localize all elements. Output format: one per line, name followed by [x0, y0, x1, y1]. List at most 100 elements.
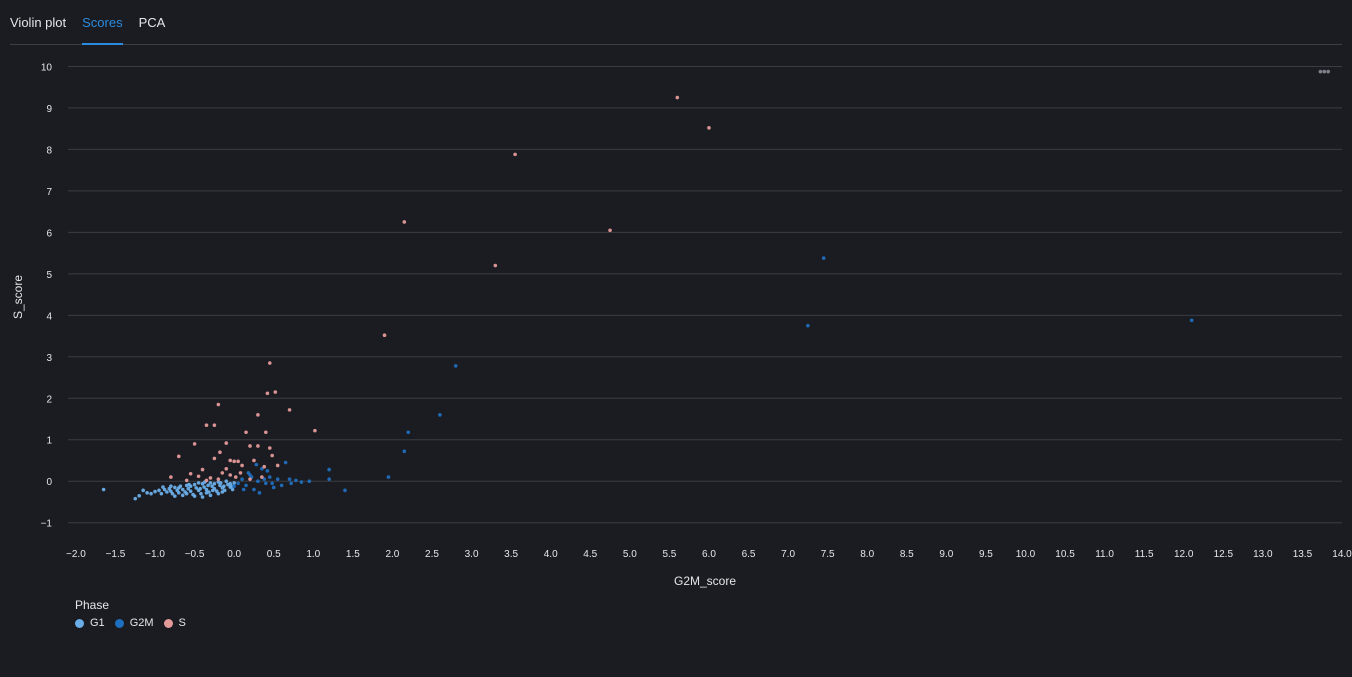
x-tick-label: 0.5 — [267, 549, 281, 560]
legend-item-g1[interactable]: G1 — [75, 617, 105, 629]
data-point-g2m — [453, 364, 458, 368]
data-point-s — [608, 228, 612, 233]
data-point-g1 — [200, 495, 205, 499]
data-point-g2m — [386, 475, 391, 479]
data-point-g1 — [101, 487, 106, 492]
data-point-s — [248, 477, 252, 481]
y-tick-label: 3 — [46, 353, 52, 364]
data-point-g2m — [406, 430, 411, 435]
legend-title: Phase — [75, 598, 110, 612]
data-point-g2m — [264, 481, 268, 486]
data-point-g2m — [262, 477, 267, 481]
y-tick-label: 8 — [46, 145, 52, 156]
data-point-g2m — [246, 471, 251, 475]
data-point-g1 — [170, 491, 175, 496]
data-point-g1 — [153, 489, 157, 494]
data-point-s — [169, 475, 173, 479]
data-point-g1 — [218, 481, 223, 485]
data-point-g2m — [260, 466, 264, 471]
data-point-g1 — [210, 484, 214, 489]
data-point-g1 — [187, 482, 191, 487]
data-point-g1 — [169, 484, 173, 489]
data-point-g2m — [1189, 318, 1194, 323]
legend-label-s: S — [178, 617, 186, 629]
data-point-s — [267, 361, 272, 365]
data-point-s — [244, 430, 248, 435]
y-tick-label: 0 — [46, 477, 52, 488]
data-point-g1 — [180, 487, 185, 492]
x-tick-label: 6.0 — [702, 549, 716, 560]
data-point-s — [224, 466, 229, 471]
legend: Phase G1 G2M S — [75, 598, 196, 629]
data-point-g1 — [161, 485, 165, 489]
data-point-g2m — [267, 475, 272, 479]
x-tick-label: 1.0 — [306, 549, 320, 560]
y-tick-label: 6 — [46, 228, 52, 239]
data-point-s — [228, 458, 233, 463]
data-point-g2m — [307, 479, 312, 484]
y-tick-label: 4 — [46, 311, 52, 322]
tab-scores[interactable]: Scores — [82, 0, 124, 45]
data-point-s — [275, 463, 280, 468]
data-point-g1 — [184, 491, 189, 496]
tab-pca[interactable]: PCA — [138, 14, 166, 30]
legend-item-s[interactable]: S — [163, 617, 186, 629]
legend-swatch-g2m — [114, 618, 124, 628]
data-point-s — [204, 423, 209, 428]
data-point-g2m — [287, 477, 292, 481]
x-tick-label: 4.5 — [583, 549, 597, 560]
data-point-g1 — [141, 488, 145, 493]
more-horizontal-icon[interactable]: ••• — [1318, 63, 1331, 79]
data-point-g1 — [211, 488, 215, 493]
tab-bar: Violin plot Scores PCA — [10, 0, 1342, 45]
data-point-g2m — [252, 487, 256, 492]
data-point-g2m — [244, 483, 248, 488]
data-point-g2m — [275, 477, 280, 481]
data-point-s — [192, 442, 197, 446]
data-point-s — [675, 95, 680, 100]
data-point-s — [707, 126, 711, 130]
data-point-g2m — [254, 462, 259, 467]
data-point-g1 — [206, 483, 210, 488]
data-point-g2m — [821, 256, 826, 260]
y-tick-label: 9 — [46, 104, 52, 115]
legend-item-g2m[interactable]: G2M — [114, 617, 154, 629]
x-tick-label: 0.0 — [227, 549, 241, 560]
legend-swatch-s — [163, 618, 173, 628]
x-tick-label: 9.0 — [939, 549, 953, 560]
data-point-s — [218, 450, 222, 454]
scatter-chart: −1 0 1 2 3 4 5 6 7 8 9 10 −2.0 −1.5 −1.0 −0.5 0.0 0.5 1.0 1… — [11, 62, 1352, 588]
data-point-g1 — [196, 481, 201, 485]
data-point-s — [228, 473, 233, 477]
data-point-g1 — [199, 491, 203, 496]
data-point-g1 — [204, 491, 209, 495]
x-tick-label: 5.0 — [623, 549, 637, 560]
data-point-s — [220, 471, 225, 475]
data-point-g1 — [216, 491, 221, 496]
data-point-s — [184, 478, 189, 483]
x-tick-label: 9.5 — [979, 549, 993, 560]
data-point-g1 — [192, 482, 197, 487]
data-point-g1 — [212, 481, 217, 486]
x-tick-label: 13.5 — [1293, 549, 1313, 560]
x-tick-label: 8.5 — [900, 549, 914, 560]
data-point-g2m — [279, 483, 284, 488]
x-tick-label: 8.0 — [860, 549, 874, 560]
data-point-g1 — [224, 479, 229, 484]
x-tick-label: −0.5 — [185, 549, 205, 560]
y-tick-label: 1 — [46, 436, 52, 447]
data-point-s — [493, 263, 498, 268]
data-point-s — [382, 333, 387, 338]
data-point-s — [248, 444, 252, 448]
x-tick-label: −2.0 — [66, 549, 86, 560]
data-point-g1 — [208, 493, 213, 498]
data-point-g2m — [265, 469, 270, 473]
data-point-g2m — [270, 481, 274, 486]
data-point-g2m — [257, 491, 262, 495]
data-point-g1 — [137, 493, 142, 498]
x-tick-label: 12.5 — [1214, 549, 1234, 560]
tab-violin-plot[interactable]: Violin plot — [10, 14, 67, 30]
data-point-s — [256, 444, 260, 448]
x-tick-label: 3.0 — [465, 549, 479, 560]
data-point-s — [287, 408, 292, 412]
